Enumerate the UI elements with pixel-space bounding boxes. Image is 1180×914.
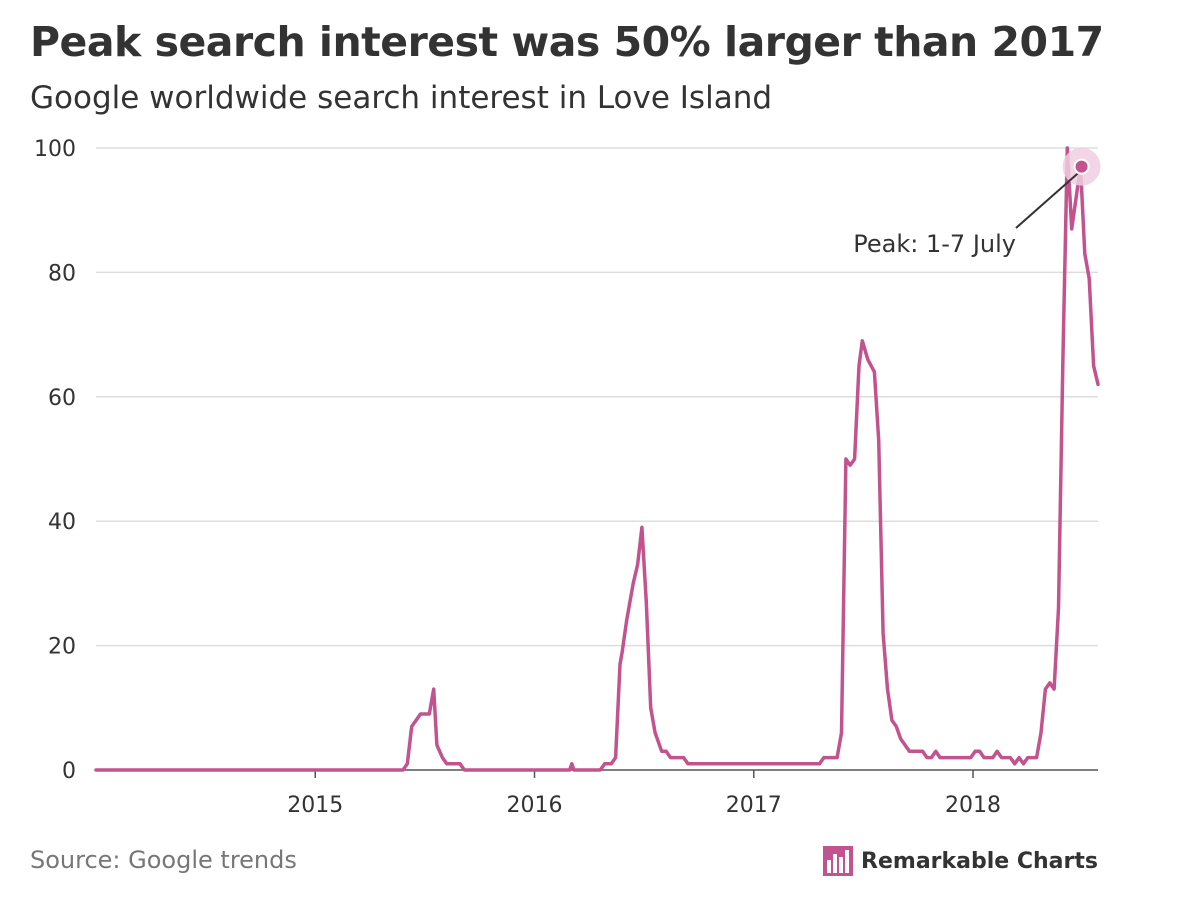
bar-chart-icon xyxy=(823,846,854,876)
annotation-leader-line xyxy=(1015,172,1079,229)
brand-logo: Remarkable Charts xyxy=(823,846,1098,876)
source-note: Source: Google trends xyxy=(30,846,297,874)
y-tick-label: 60 xyxy=(48,386,76,411)
x-tick-label: 2015 xyxy=(287,793,343,818)
y-tick-label: 0 xyxy=(62,759,76,784)
y-tick-label: 100 xyxy=(34,137,76,162)
x-tick-label: 2016 xyxy=(507,793,563,818)
peak-marker xyxy=(1073,158,1090,175)
chart-subtitle: Google worldwide search interest in Love… xyxy=(30,80,773,116)
y-tick-label: 20 xyxy=(48,635,76,660)
series-line xyxy=(94,146,1100,772)
x-tick-label: 2018 xyxy=(945,793,1001,818)
peak-annotation-label: Peak: 1-7 July xyxy=(853,230,1016,258)
y-tick-label: 40 xyxy=(48,510,76,535)
x-tick-label: 2017 xyxy=(726,793,782,818)
chart-title: Peak search interest was 50% larger than… xyxy=(30,18,1104,66)
y-tick-label: 80 xyxy=(48,261,76,286)
brand-name: Remarkable Charts xyxy=(861,848,1098,874)
